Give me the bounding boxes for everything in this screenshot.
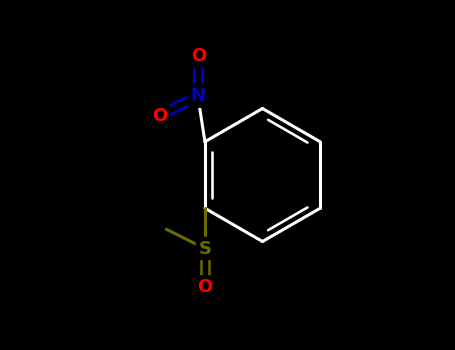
Text: O: O <box>192 47 207 65</box>
Text: S: S <box>198 239 212 258</box>
Text: N: N <box>190 87 205 105</box>
Text: O: O <box>197 278 212 296</box>
Text: O: O <box>152 106 167 125</box>
